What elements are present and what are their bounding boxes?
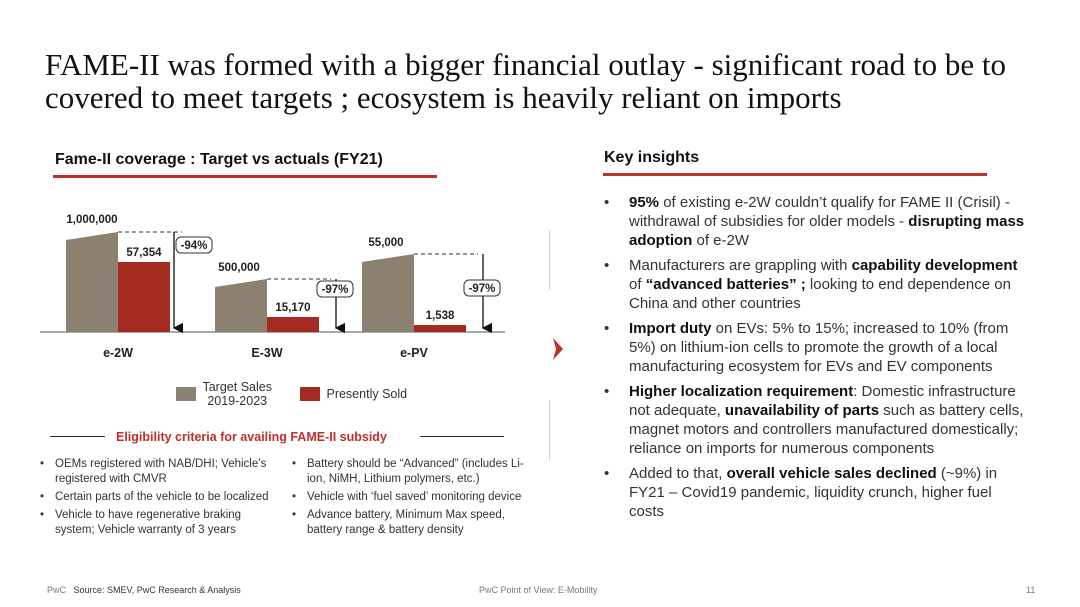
legend-target: Target Sales 2019-2023 (176, 380, 272, 408)
insight-text: Manufacturers are grappling with (629, 257, 852, 274)
insight-emphasis: unavailability of parts (724, 402, 880, 419)
legend-target-line1: Target Sales (202, 380, 272, 394)
insight-item: 95% of existing e-2W couldn’t qualify fo… (602, 193, 1030, 250)
target-bar-e-pv (362, 254, 414, 332)
target-bar-e-2w (66, 232, 118, 332)
fame-ii-bar-chart: 1,000,000 57,354 e-2W -94% 500,000 15,170 E-3W… (40, 214, 505, 360)
sold-value-label: 57,354 (126, 247, 162, 259)
target-value-label: 500,000 (218, 262, 260, 274)
insight-emphasis: Import duty (629, 320, 712, 337)
insight-text: : Domestic infrastructure not adequate, (629, 383, 1016, 419)
insight-text: on EVs: 5% to 15%; increased to 10% (fro… (629, 320, 1009, 375)
footer-page-number: 11 (1026, 585, 1036, 595)
legend-swatch-sold (300, 386, 320, 401)
sold-bar-e-2w (118, 262, 170, 332)
footer-center: PwC Point of View: E-Mobility (479, 585, 598, 595)
change-percent-label: -97% (322, 284, 349, 296)
legend-sold-label: Presently Sold (326, 386, 408, 401)
divider-upper (549, 230, 550, 290)
insights-underline (603, 173, 987, 176)
change-pill (316, 280, 354, 298)
change-pill (463, 279, 501, 297)
change-pill (175, 236, 213, 254)
footer-source-text: Source: SMEV, PwC Research & Analysis (73, 585, 241, 595)
eligibility-right-item: Advance battery, Minimum Max speed, batt… (290, 508, 535, 538)
insight-emphasis: 95% (629, 194, 660, 211)
change-percent-label: -97% (469, 283, 496, 295)
category-label: e-PV (400, 346, 428, 360)
eligibility-left-item: OEMs registered with NAB/DHI; Vehicle’s … (38, 457, 274, 487)
legend-target-line2: 2019-2023 (207, 394, 268, 408)
eligibility-list-left: OEMs registered with NAB/DHI; Vehicle’s … (38, 457, 274, 541)
eligibility-right-item: Battery should be “Advanced” (includes L… (290, 457, 535, 487)
insight-item: Higher localization requirement: Domesti… (602, 382, 1030, 458)
divider-lower (549, 400, 550, 460)
eligibility-rule-left (50, 436, 105, 437)
insight-emphasis: overall vehicle sales declined (726, 465, 937, 482)
eligibility-rule-right (420, 436, 504, 437)
sold-value-label: 15,170 (275, 302, 310, 314)
chart-section-title: Fame-II coverage : Target vs actuals (FY… (55, 151, 383, 168)
sold-value-label: 1,538 (426, 310, 455, 322)
target-value-label: 55,000 (368, 237, 403, 249)
insight-text: looking to end dependence on China and o… (629, 276, 1011, 312)
chevron-right-icon (553, 338, 563, 360)
insight-text: of e-2W (692, 232, 750, 249)
legend-sold: Presently Sold (300, 386, 407, 401)
insight-emphasis: disrupting mass adoption (629, 213, 1025, 249)
legend-swatch-target (176, 387, 196, 401)
insight-emphasis: Higher localization requirement (629, 383, 854, 400)
change-percent-label: -94% (181, 240, 208, 252)
sold-bar-e-pv (414, 325, 466, 332)
insights-title: Key insights (604, 149, 700, 166)
eligibility-list-right: Battery should be “Advanced” (includes L… (290, 457, 535, 541)
category-label: e-2W (103, 346, 133, 360)
eligibility-title: Eligibility criteria for availing FAME-I… (116, 430, 387, 444)
footer-brand: PwC (47, 585, 67, 595)
chart-section-underline (53, 175, 437, 178)
eligibility-left-item: Vehicle to have regenerative braking sys… (38, 508, 274, 538)
eligibility-right-item: Vehicle with ‘fuel saved’ monitoring dev… (290, 490, 535, 505)
insight-emphasis: capability development (851, 257, 1018, 274)
insight-emphasis: “advanced batteries” ; (645, 276, 806, 293)
sold-bar-e-3w (267, 317, 319, 332)
insight-text: such as battery cells, magnet motors and… (629, 402, 1024, 457)
insight-item: Added to that, overall vehicle sales dec… (602, 464, 1030, 521)
eligibility-left-item: Certain parts of the vehicle to be local… (38, 490, 274, 505)
insight-item: Manufacturers are grappling with capabil… (602, 256, 1030, 313)
insight-text: of existing e-2W couldn’t qualify for FA… (629, 194, 1010, 230)
insights-list: 95% of existing e-2W couldn’t qualify fo… (602, 193, 1030, 527)
category-label: E-3W (251, 346, 282, 360)
insight-text: of (629, 276, 646, 293)
insight-text: (~9%) in FY21 – Covid19 pandemic, liquid… (629, 465, 998, 520)
insight-text: Added to that, (629, 465, 727, 482)
target-bar-e-3w (215, 279, 267, 332)
footer-source: PwC Source: SMEV, PwC Research & Analysi… (47, 585, 241, 595)
slide-title: FAME-II was formed with a bigger financi… (45, 47, 1007, 115)
target-value-label: 1,000,000 (66, 214, 117, 226)
insight-item: Import duty on EVs: 5% to 15%; increased… (602, 319, 1030, 376)
